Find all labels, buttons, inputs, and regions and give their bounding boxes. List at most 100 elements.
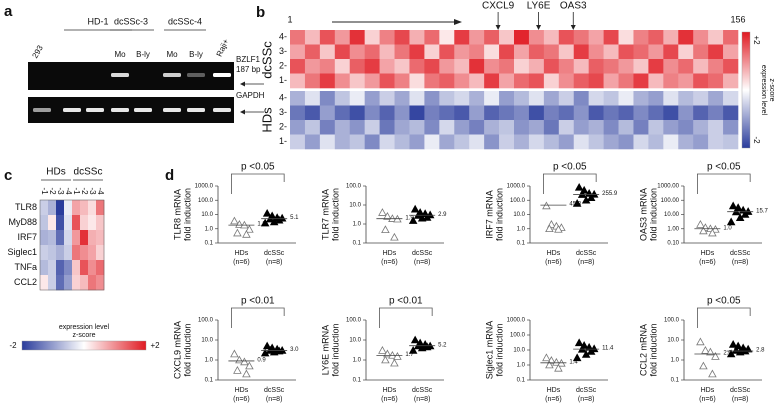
significance-bracket (231, 173, 285, 194)
heatmap-cell (304, 73, 321, 89)
heatmap-cell (394, 134, 410, 150)
data-point (262, 341, 272, 350)
y-tick-label: 100.0 (198, 198, 214, 204)
heatmap-cell (543, 134, 560, 150)
heatmap-cell (64, 275, 73, 291)
plots: 4- 3- 2- 1- 4- 3- 2- 1- dcSSc HDs 1 156 CXCL9 LY6E OAS… (7, 1, 775, 403)
heatmap-cell (708, 134, 724, 150)
heatmap-cell (708, 73, 724, 89)
x-tick-note: (n=6) (545, 396, 562, 403)
heatmap-cell (379, 120, 395, 135)
data-point (378, 208, 387, 216)
heatmap-cell (379, 59, 395, 74)
y-tick-label: 1.0 (205, 358, 214, 364)
data-point (381, 225, 390, 233)
data-point (554, 224, 563, 233)
significance-bracket (697, 307, 751, 328)
heatmap-cell (64, 260, 73, 276)
data-point (572, 353, 582, 362)
heatmap-cell (484, 105, 500, 121)
y-axis-label: fold induction (494, 323, 504, 376)
x-tick-note: (n=8) (732, 396, 749, 403)
panel-label: b (256, 4, 265, 21)
column-group: HDs (46, 167, 65, 178)
y-axis-label: fold induction (494, 188, 504, 241)
x-tick-note: (n=6) (699, 259, 716, 266)
heatmap-frame (39, 199, 105, 291)
heatmap-cell (454, 30, 470, 45)
heatmap-cell (409, 30, 425, 45)
heatmap-cell (364, 59, 380, 74)
data-point (708, 228, 717, 237)
heatmap-cell (484, 44, 500, 60)
x-tick-label: HDs (547, 387, 561, 394)
data-point (235, 220, 244, 228)
heatmap-cell (80, 260, 89, 276)
x-tick-label: HDs (701, 387, 715, 394)
heatmap-cell (543, 30, 560, 45)
heatmap-cell (88, 275, 97, 291)
heatmap-cell (40, 215, 49, 231)
heatmap-cell (648, 44, 664, 60)
column-label: -2 (48, 187, 57, 195)
data-point (408, 216, 418, 224)
heatmap-cell (499, 73, 515, 89)
data-point (381, 355, 390, 364)
data-point (726, 349, 736, 358)
heatmap-cell (88, 215, 97, 231)
heatmap-cell (319, 134, 336, 150)
heatmap-cell (48, 215, 57, 231)
heatmap-cell (40, 230, 49, 246)
heatmap-cell (349, 30, 365, 45)
heatmap-cell (80, 245, 89, 261)
heatmap-cell (543, 91, 560, 106)
data-point (233, 228, 242, 237)
heatmap-cell (603, 134, 619, 150)
heatmap-cell (334, 120, 351, 135)
x-tick-label: HDs (235, 250, 249, 257)
heatmap-cell (663, 30, 679, 45)
row-label: 1- (279, 75, 287, 85)
colorbar-label: expression level (59, 324, 110, 331)
heatmap-cell (56, 200, 65, 216)
heatmap-cell (48, 200, 57, 216)
x-tick-note: (n=6) (381, 396, 398, 403)
heatmap-cell (603, 30, 619, 45)
heatmap-cell (56, 230, 65, 246)
heatmap-cell (633, 30, 649, 45)
heatmap-cell (528, 30, 545, 45)
heatmap-cell (379, 30, 395, 45)
heatmap-cell (528, 120, 545, 135)
gel-panel: HD-1 dcSSc-3 dcSSc-4 293 Mo B-ly Mo B-ly… (28, 16, 265, 123)
row-group: dcSSc (259, 41, 274, 79)
heatmap-cell (454, 91, 470, 106)
data-point (726, 217, 736, 226)
arrow-head (240, 81, 245, 87)
colorbar-tick-label: -2 (752, 136, 761, 144)
heatmap-cell (678, 105, 694, 121)
y-axis-label: fold induction (330, 323, 340, 376)
data-point (422, 342, 432, 351)
heatmap-cell (514, 134, 530, 150)
data-point (581, 195, 591, 204)
p-value: p <0.05 (707, 296, 741, 307)
heatmap-cell (723, 120, 739, 135)
heatmap-cell (304, 44, 321, 60)
heatmap-cell (723, 59, 739, 74)
column-label: -1 (40, 187, 49, 195)
x-tick-label: dcSSc (730, 250, 751, 257)
heatmap-cell (588, 105, 604, 121)
gel-band (163, 73, 181, 77)
heatmap-cell (424, 30, 440, 45)
heatmap-cell (290, 44, 306, 60)
data-point (417, 213, 427, 222)
x-tick-note: (n=8) (578, 396, 595, 403)
heatmap-cell (319, 120, 336, 135)
heatmap-cell (648, 120, 664, 135)
heatmap-cell (72, 275, 81, 291)
heatmap-cell (364, 30, 380, 45)
heatmap-cell (64, 230, 73, 246)
lane-label: Mo (114, 50, 126, 59)
heatmap-cell (693, 120, 709, 135)
y-tick-label: 0.1 (517, 378, 526, 384)
